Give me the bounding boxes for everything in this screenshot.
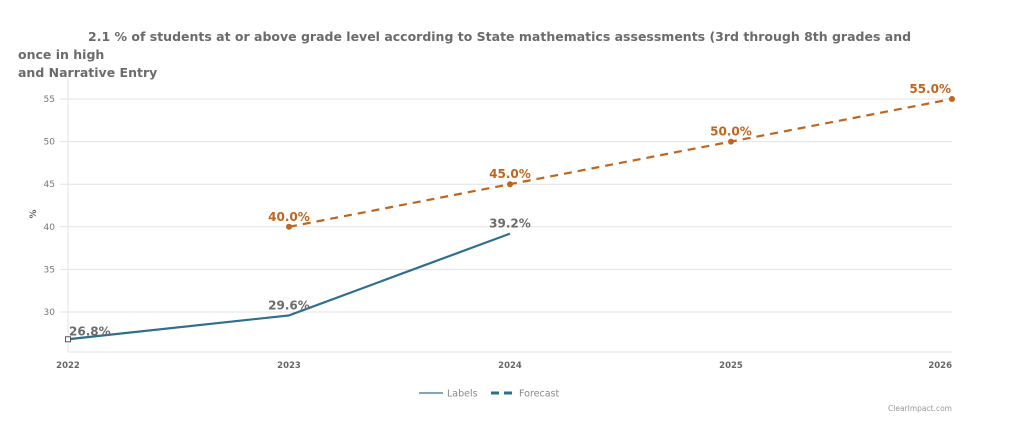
y-axis-ticks: 30 35 40 45 50 55 xyxy=(44,95,56,318)
data-point xyxy=(949,96,955,102)
y-tick-label: 50 xyxy=(44,138,56,148)
series-line-labels xyxy=(67,232,511,341)
series-group xyxy=(65,96,955,343)
y-tick-label: 35 xyxy=(44,265,55,275)
chart-title: 2.1 % of students at or above grade leve… xyxy=(18,28,918,82)
chart-title-line2: and Narrative Entry xyxy=(18,65,158,80)
data-point xyxy=(507,181,513,188)
legend: Labels Forecast xyxy=(419,389,559,400)
x-tick-label: 2026 xyxy=(928,361,952,371)
data-labels: 26.8% 29.6% 39.2% 40.0% 45.0% 50.0% 55.0% xyxy=(69,82,951,338)
data-label: 55.0% xyxy=(909,82,951,96)
x-tick-label: 2022 xyxy=(56,361,80,371)
credit-link[interactable]: ClearImpact.com xyxy=(888,404,952,413)
data-label: 39.2% xyxy=(489,217,531,231)
data-point xyxy=(286,223,292,230)
y-tick-label: 45 xyxy=(44,180,55,190)
legend-label: Forecast xyxy=(519,389,559,400)
legend-label: Labels xyxy=(447,389,478,400)
legend-item-forecast[interactable]: Forecast xyxy=(491,389,559,400)
axes xyxy=(67,78,952,353)
legend-item-labels[interactable]: Labels xyxy=(419,389,478,400)
data-label: 40.0% xyxy=(268,210,310,224)
data-point xyxy=(728,138,734,145)
data-label: 29.6% xyxy=(268,298,310,312)
y-tick-label: 30 xyxy=(44,308,56,318)
series-line-forecast xyxy=(288,97,953,228)
data-label: 45.0% xyxy=(489,167,531,181)
x-tick-label: 2023 xyxy=(277,361,301,371)
data-point xyxy=(65,336,71,343)
x-tick-label: 2024 xyxy=(498,361,522,371)
y-tick-label: 55 xyxy=(44,95,55,105)
x-tick-label: 2025 xyxy=(719,361,743,371)
x-axis-ticks: 2022 2023 2024 2025 2026 xyxy=(56,361,952,371)
y-axis-label: % xyxy=(29,209,39,218)
data-label: 26.8% xyxy=(69,324,111,338)
chart-title-line1: 2.1 % of students at or above grade leve… xyxy=(18,29,912,62)
y-tick-label: 40 xyxy=(44,223,56,233)
grid-lines xyxy=(60,98,952,313)
data-label: 50.0% xyxy=(710,125,752,139)
